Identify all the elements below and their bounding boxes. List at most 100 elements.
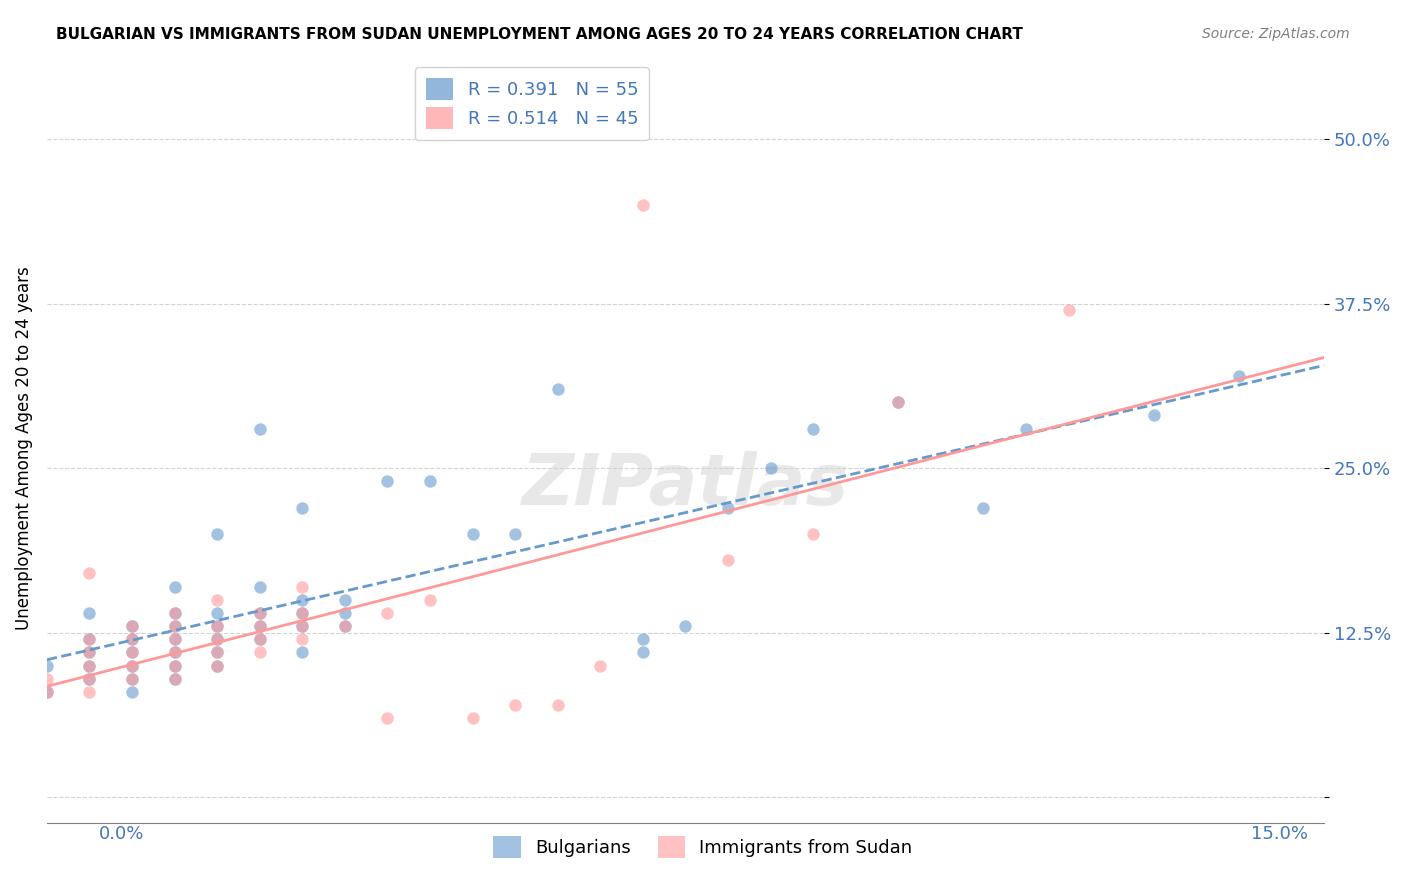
- Point: [249, 619, 271, 633]
- Point: [79, 645, 101, 659]
- Point: [673, 619, 696, 633]
- Point: [79, 645, 101, 659]
- Point: [121, 685, 143, 699]
- Point: [163, 632, 186, 647]
- Point: [205, 645, 228, 659]
- Point: [547, 698, 569, 712]
- Point: [377, 606, 399, 620]
- Point: [35, 685, 58, 699]
- Point: [291, 619, 314, 633]
- Text: 0.0%: 0.0%: [98, 825, 143, 843]
- Point: [887, 395, 910, 409]
- Point: [163, 672, 186, 686]
- Point: [503, 698, 526, 712]
- Point: [291, 606, 314, 620]
- Point: [377, 711, 399, 725]
- Point: [1143, 409, 1166, 423]
- Point: [461, 711, 484, 725]
- Point: [759, 461, 782, 475]
- Point: [163, 619, 186, 633]
- Point: [801, 422, 824, 436]
- Point: [205, 527, 228, 541]
- Point: [291, 619, 314, 633]
- Point: [205, 606, 228, 620]
- Point: [163, 645, 186, 659]
- Text: Source: ZipAtlas.com: Source: ZipAtlas.com: [1202, 27, 1350, 41]
- Point: [79, 658, 101, 673]
- Point: [631, 645, 654, 659]
- Point: [887, 395, 910, 409]
- Point: [972, 500, 994, 515]
- Point: [291, 580, 314, 594]
- Point: [35, 672, 58, 686]
- Point: [79, 606, 101, 620]
- Point: [503, 527, 526, 541]
- Point: [249, 580, 271, 594]
- Point: [717, 553, 740, 567]
- Legend: R = 0.391   N = 55, R = 0.514   N = 45: R = 0.391 N = 55, R = 0.514 N = 45: [415, 67, 650, 140]
- Point: [121, 619, 143, 633]
- Point: [205, 592, 228, 607]
- Point: [1057, 303, 1080, 318]
- Point: [419, 475, 441, 489]
- Point: [79, 566, 101, 581]
- Point: [121, 645, 143, 659]
- Point: [249, 632, 271, 647]
- Point: [333, 606, 356, 620]
- Point: [79, 672, 101, 686]
- Point: [163, 645, 186, 659]
- Point: [205, 658, 228, 673]
- Point: [249, 422, 271, 436]
- Point: [249, 606, 271, 620]
- Point: [121, 645, 143, 659]
- Legend: Bulgarians, Immigrants from Sudan: Bulgarians, Immigrants from Sudan: [486, 829, 920, 865]
- Point: [291, 592, 314, 607]
- Point: [163, 580, 186, 594]
- Point: [121, 658, 143, 673]
- Point: [79, 672, 101, 686]
- Point: [547, 382, 569, 396]
- Point: [801, 527, 824, 541]
- Point: [35, 685, 58, 699]
- Point: [121, 658, 143, 673]
- Point: [1015, 422, 1038, 436]
- Point: [79, 658, 101, 673]
- Point: [163, 632, 186, 647]
- Point: [35, 658, 58, 673]
- Point: [121, 672, 143, 686]
- Point: [291, 645, 314, 659]
- Point: [377, 475, 399, 489]
- Point: [163, 606, 186, 620]
- Point: [205, 632, 228, 647]
- Point: [163, 606, 186, 620]
- Point: [205, 645, 228, 659]
- Point: [631, 198, 654, 212]
- Y-axis label: Unemployment Among Ages 20 to 24 years: Unemployment Among Ages 20 to 24 years: [15, 267, 32, 631]
- Point: [461, 527, 484, 541]
- Point: [79, 632, 101, 647]
- Point: [121, 632, 143, 647]
- Point: [205, 619, 228, 633]
- Point: [419, 592, 441, 607]
- Point: [1227, 368, 1250, 383]
- Point: [121, 632, 143, 647]
- Point: [249, 619, 271, 633]
- Text: ZIPatlas: ZIPatlas: [522, 451, 849, 520]
- Text: 15.0%: 15.0%: [1250, 825, 1308, 843]
- Point: [717, 500, 740, 515]
- Text: BULGARIAN VS IMMIGRANTS FROM SUDAN UNEMPLOYMENT AMONG AGES 20 TO 24 YEARS CORREL: BULGARIAN VS IMMIGRANTS FROM SUDAN UNEMP…: [56, 27, 1024, 42]
- Point: [79, 685, 101, 699]
- Point: [291, 500, 314, 515]
- Point: [79, 632, 101, 647]
- Point: [121, 672, 143, 686]
- Point: [121, 619, 143, 633]
- Point: [205, 658, 228, 673]
- Point: [205, 632, 228, 647]
- Point: [589, 658, 612, 673]
- Point: [205, 619, 228, 633]
- Point: [631, 632, 654, 647]
- Point: [249, 645, 271, 659]
- Point: [333, 592, 356, 607]
- Point: [249, 606, 271, 620]
- Point: [163, 658, 186, 673]
